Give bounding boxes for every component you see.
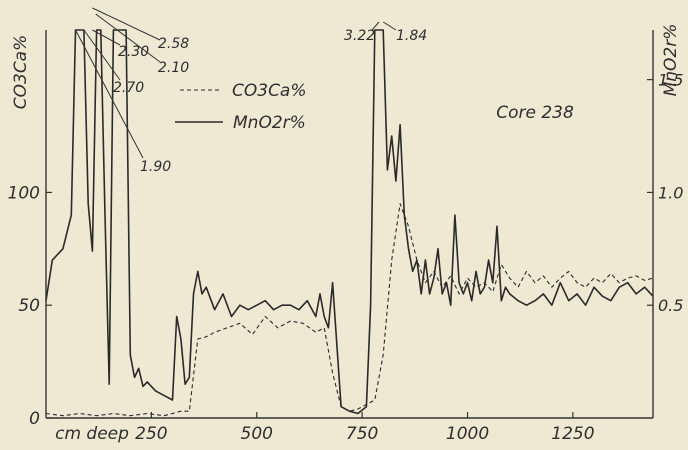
annotation-label: 2.30	[118, 44, 149, 60]
annotation-label: 1.84	[396, 28, 427, 44]
annotation-leader	[371, 21, 380, 31]
y-right-axis-title: MnO2r%	[661, 24, 681, 97]
series-line-co3ca	[45, 203, 654, 417]
x-tick-label: 500	[241, 424, 273, 444]
annotation-label: 2.10	[158, 60, 189, 76]
annotation-label: 2.70	[113, 80, 144, 96]
x-tick-label: 1250	[551, 424, 594, 444]
legend-label: CO3Ca%	[232, 81, 307, 101]
x-tick-label: 250	[135, 424, 167, 444]
y-right-tick-label: 1.0	[658, 183, 683, 202]
y-right-tick-label: 1.5	[658, 71, 683, 90]
annotation-leader	[83, 29, 121, 81]
y-left-axis-title: CO3Ca%	[11, 35, 31, 110]
y-left-tick-label: 0	[29, 409, 40, 429]
annotation-leader	[75, 29, 144, 159]
annotation-label: 1.90	[140, 159, 171, 175]
y-left-tick-label: 50	[18, 296, 40, 316]
y-left-tick-label: 100	[8, 183, 40, 203]
series-line-mno2r	[45, 29, 654, 415]
annotation-leader	[92, 7, 161, 41]
chart-title: Core 238	[496, 103, 574, 123]
legend-label: MnO2r%	[233, 113, 306, 133]
annotation-label: 2.58	[158, 36, 189, 52]
annotation-label: 3.22	[344, 28, 375, 44]
annotation-leader	[92, 29, 121, 46]
annotation-leader	[95, 13, 161, 63]
x-tick-label: 750	[346, 424, 378, 444]
annotation-leader	[382, 21, 397, 31]
x-axis-title: cm deep	[55, 424, 129, 444]
y-right-tick-label: 0.5	[658, 296, 683, 315]
x-tick-label: 1000	[446, 424, 489, 444]
